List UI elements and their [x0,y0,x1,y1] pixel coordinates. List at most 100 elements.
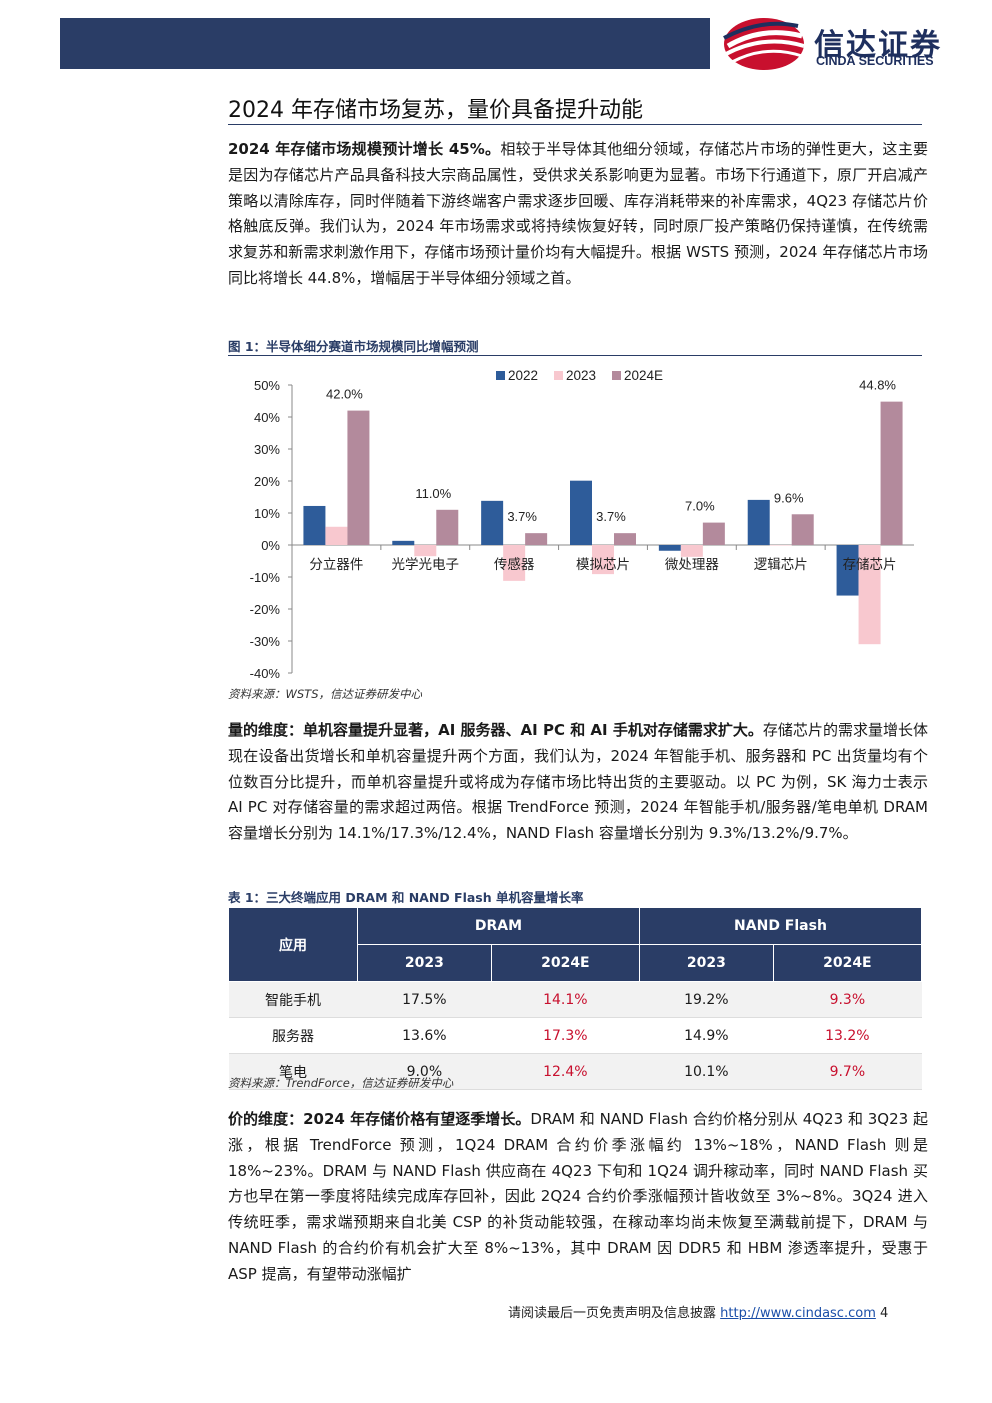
table-cell: 14.1% [491,981,640,1018]
bar [836,545,859,596]
bar [525,533,548,545]
legend-swatch [554,371,563,380]
table-cell: 10.1% [639,1053,774,1090]
y-tick-label: 20% [254,474,280,489]
paragraph-market-size: 2024 年存储市场规模预计增长 45%。相较于半导体其他细分领域，存储芯片市场… [228,137,928,292]
data-label: 11.0% [415,486,451,501]
table-row: 智能手机 17.5% 14.1% 19.2% 9.3% [228,981,922,1018]
table-cell: 9.7% [773,1053,922,1090]
y-tick-label: -10% [250,570,281,585]
bar [503,545,526,581]
page-number: 4 [880,1306,889,1321]
bar [702,522,725,545]
data-label: 42.0% [326,387,363,402]
y-tick-label: 50% [254,378,280,393]
table-header-nand: NAND Flash [638,907,923,945]
logo-text-cn: 信达证券 [814,28,942,63]
paragraph-body: DRAM 和 NAND Flash 合约价格分别从 4Q23 和 3Q23 起涨… [228,1110,928,1283]
bar [880,401,903,545]
figure-caption-rule [228,355,922,356]
footer-link[interactable]: http://www.cindasc.com [720,1306,876,1321]
data-label: 7.0% [685,499,715,514]
table-cell: 13.2% [773,1017,922,1054]
data-label: 9.6% [774,490,804,505]
figure-caption: 图 1：半导体细分赛道市场规模同比增幅预测 [228,339,479,354]
legend-swatch [496,371,505,380]
table-header-year: 2023 [638,944,774,982]
table-header-year: 2023 [357,944,492,982]
table-cell: 13.6% [357,1017,492,1054]
y-tick-label: 40% [254,410,280,425]
footer: 请阅读最后一页免责声明及信息披露 http://www.cindasc.com … [508,1302,888,1321]
legend-swatch [612,371,621,380]
bar-chart: 50% 40% 30% 20% 10% 0% -10% -20% -30% -40% 42.0% 分立… [228,357,922,683]
bar [769,545,792,546]
x-category-label: 传感器 [494,556,535,573]
bar [658,545,681,551]
paragraph-body: 相较于半导体其他细分领域，存储芯片市场的弹性更大，这主要是因为存储芯片产品具备科… [228,140,928,287]
y-tick-label: 0% [261,538,280,553]
table-header-app: 应用 [228,907,358,982]
y-tick-label: -20% [250,602,281,617]
bar [592,545,614,575]
footer-notice: 请阅读最后一页免责声明及信息披露 [508,1306,717,1321]
x-category-label: 光学光电子 [392,557,460,573]
y-tick-label: 30% [254,442,280,457]
bar [325,526,348,545]
table-cell-app: 服务器 [228,1017,358,1054]
table-cell: 17.5% [357,981,492,1018]
table-cell-app: 智能手机 [228,981,358,1018]
bar [414,545,437,557]
table-cell: 19.2% [639,981,774,1018]
y-tick-label: -30% [250,634,281,649]
capacity-growth-table: 应用 DRAM NAND Flash 2023 2024E 2023 2024E… [228,907,923,1090]
cinda-logo: 信达证券 CINDA SECURITIES [722,14,972,74]
paragraph-price: 价的维度：2024 年存储价格有望逐季增长。DRAM 和 NAND Flash … [228,1107,928,1288]
bar [680,545,703,557]
x-category-label: 逻辑芯片 [754,557,808,573]
paragraph-lead: 价的维度：2024 年存储价格有望逐季增长。 [228,1110,531,1128]
bar [303,505,326,545]
bar [392,540,415,545]
bar [747,499,770,545]
x-category-label: 模拟芯片 [576,557,630,573]
table-row: 笔电 9.0% 12.4% 10.1% 9.7% [228,1053,922,1090]
data-label: 3.7% [596,509,626,524]
table-header-year: 2024E [772,944,923,982]
table-row: 服务器 13.6% 17.3% 14.9% 13.2% [228,1017,922,1054]
table-header-dram: DRAM [357,907,640,945]
table-source: 资料来源：TrendForce，信达证券研发中心 [228,1076,454,1090]
legend-label: 2024E [624,368,663,383]
table-cell: 12.4% [491,1053,640,1090]
table-caption: 表 1：三大终端应用 DRAM 和 NAND Flash 单机容量增长率 [228,890,584,905]
bar [858,545,881,645]
table-header-year: 2024E [490,944,640,982]
logo-text-en: CINDA SECURITIES [816,54,934,68]
table-cell: 9.0% [357,1053,492,1090]
legend-label: 2022 [508,368,538,383]
paragraph-lead: 量的维度：单机容量提升显著，AI 服务器、AI PC 和 AI 手机对存储需求扩… [228,721,763,739]
table-cell: 17.3% [491,1017,640,1054]
figure-source: 资料来源：WSTS，信达证券研发中心 [228,687,422,701]
cinda-logo-icon [723,18,805,70]
paragraph-lead: 2024 年存储市场规模预计增长 45%。 [228,140,501,158]
y-tick-label: -40% [250,666,281,681]
bar [481,500,504,545]
table-cell: 9.3% [773,981,922,1018]
x-category-label: 分立器件 [309,557,363,573]
data-label: 44.8% [859,378,896,393]
x-category-label: 微处理器 [665,557,719,573]
bar [570,480,592,545]
title-divider [228,124,922,125]
header-bar [60,18,710,69]
table-cell-app: 笔电 [228,1053,358,1090]
bar-chart-svg: 50% 40% 30% 20% 10% 0% -10% -20% -30% -40% 42.0% 分立… [250,368,914,681]
paragraph-volume: 量的维度：单机容量提升显著，AI 服务器、AI PC 和 AI 手机对存储需求扩… [228,718,928,847]
data-label: 3.7% [507,509,537,524]
table-cell: 14.9% [639,1017,774,1054]
bar [436,509,459,545]
bar [791,514,814,545]
y-tick-label: 10% [254,506,280,521]
x-category-label: 存储芯片 [843,557,897,573]
paragraph-body: 存储芯片的需求量增长体现在设备出货增长和单机容量提升两个方面，我们认为，2024… [228,721,928,843]
